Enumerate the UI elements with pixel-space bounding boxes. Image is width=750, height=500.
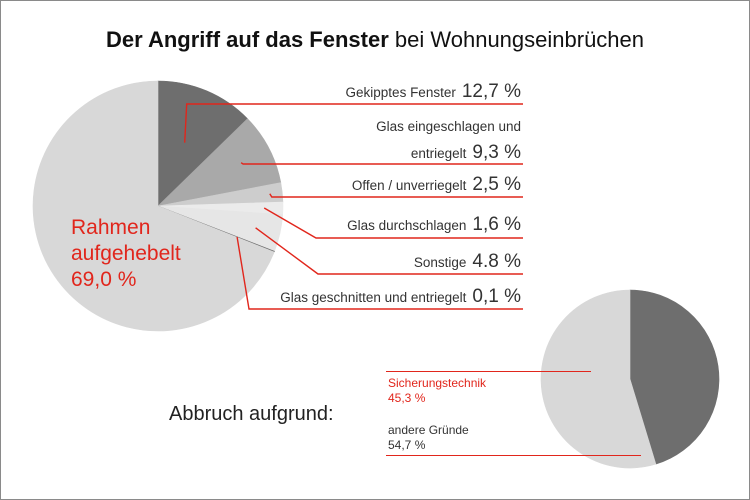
small-leader-line-sicherung xyxy=(386,371,591,372)
slice-label-name: Glas eingeschlagen und xyxy=(376,119,521,134)
leader-line-slice-3 xyxy=(263,207,523,239)
slice-label-4-line-0: Sonstige 4.8 % xyxy=(414,251,521,273)
main-slice-value: 69,0 % xyxy=(71,268,137,291)
slice-label-name: Glas durchschlagen xyxy=(347,218,467,233)
small-pie-slice-0 xyxy=(629,289,720,465)
slice-label-name: Gekipptes Fenster xyxy=(345,85,456,100)
small-label-andere-gruende-value: 54,7 % xyxy=(388,438,426,452)
leader-line-slice-5 xyxy=(236,236,523,310)
slice-label-name: Offen / unverriegelt xyxy=(351,178,467,193)
leader-line-slice-1 xyxy=(240,162,523,165)
slice-label-2-line-0: Offen / unverriegelt 2,5 % xyxy=(352,174,521,196)
main-slice-label-line-2: aufgehebelt xyxy=(71,242,181,265)
small-pie-title: Abbruch aufgrund: xyxy=(169,403,334,425)
small-label-sicherungstechnik-name: Sicherungstechnik xyxy=(388,376,487,390)
leader-line-slice-2 xyxy=(269,193,523,198)
small-leader-line-andere xyxy=(386,455,641,456)
slice-label-name: Sonstige xyxy=(413,255,467,270)
main-pie-slice-6 xyxy=(32,80,275,332)
slice-label-3-line-0: Glas durchschlagen 1,6 % xyxy=(347,214,521,236)
slice-label-0-line-0: Gekipptes Fenster 12,7 % xyxy=(346,81,521,103)
small-pie-slice-1 xyxy=(540,289,657,469)
small-label-sicherungstechnik-value: 45,3 % xyxy=(388,391,426,405)
main-slice-label-line-1: Rahmen xyxy=(71,216,151,239)
small-label-andere-gruende: andere Gründe 54,7 % xyxy=(388,423,469,453)
chart-title-bold: Der Angriff auf das Fenster xyxy=(105,27,389,52)
slice-label-value: 2,5 % xyxy=(472,174,521,195)
small-label-andere-gruende-name: andere Gründe xyxy=(388,423,469,437)
main-pie-slice-0 xyxy=(157,80,248,207)
slice-label-value: 0,1 % xyxy=(472,286,521,307)
slice-label-1-line-1: entriegelt 9,3 % xyxy=(411,142,521,164)
leader-line-slice-4 xyxy=(255,227,523,275)
slice-label-name: entriegelt xyxy=(410,146,467,161)
slice-label-1-line-0: Glas eingeschlagen und xyxy=(376,118,521,136)
main-slice-label: Rahmen aufgehebelt 69,0 % xyxy=(71,215,181,293)
chart-title-rest: bei Wohnungseinbrüchen xyxy=(388,27,645,52)
slice-label-value: 12,7 % xyxy=(461,81,521,102)
slice-label-5-line-0: Glas geschnitten und entriegelt 0,1 % xyxy=(280,286,521,308)
small-label-sicherungstechnik: Sicherungstechnik 45,3 % xyxy=(388,376,486,406)
slice-label-value: 9,3 % xyxy=(472,142,521,163)
chart-title: Der Angriff auf das Fenster bei Wohnungs… xyxy=(1,27,749,53)
slice-label-name: Glas geschnitten und entriegelt xyxy=(280,290,467,305)
leader-line-slice-0 xyxy=(184,103,523,143)
slice-label-value: 4.8 % xyxy=(472,251,521,272)
slice-label-value: 1,6 % xyxy=(472,214,521,235)
